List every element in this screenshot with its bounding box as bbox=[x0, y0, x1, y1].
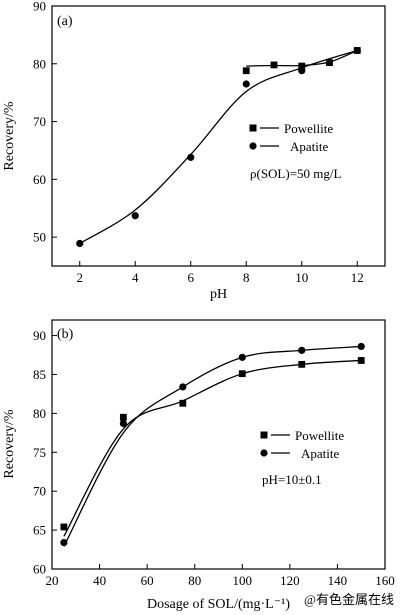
panel-a-apatite-point bbox=[187, 153, 195, 161]
panel-a-x-tick-label: 4 bbox=[132, 270, 139, 285]
panel-a-plot-frame bbox=[51, 5, 386, 267]
panel-a-apatite-point bbox=[242, 80, 250, 88]
panel-b-plot-frame bbox=[51, 319, 386, 570]
panel-b-apatite-point bbox=[119, 419, 127, 428]
panel-b-x-tick-label: 40 bbox=[93, 573, 106, 588]
panel-b-powellite-point bbox=[179, 399, 187, 407]
panel-a-x-tick-label: 8 bbox=[243, 270, 250, 285]
panel-a-legend-square-marker bbox=[249, 124, 257, 132]
panel-b-x-tick-label: 140 bbox=[328, 573, 348, 588]
panel-b-apatite-point bbox=[298, 346, 306, 354]
panel-a-powellite-point bbox=[326, 59, 333, 67]
panel-a-x-tick-label: 2 bbox=[77, 270, 84, 285]
panel-b: 20 40 60 80 100 120 140 160 60 65 70 75 80 85 90 (b) D… bbox=[2, 319, 395, 612]
panel-a-legend-label-1: Powellite bbox=[284, 121, 333, 136]
panel-b-legend-square-marker bbox=[260, 431, 268, 439]
panel-b-y-tick-label: 65 bbox=[33, 523, 46, 538]
panel-a-marks: 2 4 6 8 10 12 50 60 70 80 90 bbox=[33, 0, 364, 285]
panel-a-legend-circle-marker bbox=[249, 142, 257, 150]
panel-a-legend-label-2: Apatite bbox=[290, 139, 328, 154]
panel-b-apatite-point bbox=[60, 538, 68, 547]
panel-a-apatite-point bbox=[131, 212, 139, 220]
panel-b-apatite-point bbox=[357, 342, 365, 351]
panel-a-y-tick-label: 90 bbox=[33, 0, 46, 14]
panel-b-powellite-point bbox=[60, 523, 68, 531]
panel-a-y-axis-title: Recovery/% bbox=[2, 101, 17, 171]
panel-a-legend: Powellite Apatite bbox=[249, 121, 333, 154]
panel-b-x-tick-label: 100 bbox=[233, 573, 253, 588]
panel-a-powellite-point bbox=[242, 67, 250, 75]
panel-a-label: (a) bbox=[57, 14, 73, 29]
panel-b-powellite-point bbox=[298, 360, 306, 368]
panel-b-powellite-point bbox=[357, 357, 365, 364]
panel-b-y-tick-label: 85 bbox=[33, 367, 46, 382]
panel-b-marks: 20 40 60 80 100 120 140 160 60 65 70 75 80 85 90 bbox=[33, 328, 395, 588]
panel-b-y-tick-label: 75 bbox=[33, 445, 46, 460]
panel-a-apatite-point bbox=[76, 239, 84, 248]
panel-b-x-tick-label: 20 bbox=[46, 573, 59, 588]
panel-a-x-tick-label: 12 bbox=[351, 270, 364, 285]
panel-a-x-tick-label: 10 bbox=[295, 270, 308, 285]
panel-b-x-tick-label: 120 bbox=[280, 573, 300, 588]
panel-a-y-tick-label: 50 bbox=[33, 230, 46, 245]
panel-b-x-axis-title: Dosage of SOL/(mg·L⁻¹) bbox=[147, 597, 290, 612]
panel-b-y-tick-label: 90 bbox=[33, 328, 46, 343]
panel-b-x-tick-label: 160 bbox=[375, 573, 395, 588]
panel-b-legend-circle-marker bbox=[260, 449, 268, 457]
panel-a-powellite-point bbox=[298, 62, 306, 70]
watermark: @有色金属在线 bbox=[304, 592, 394, 607]
panel-b-y-tick-label: 70 bbox=[33, 484, 46, 499]
panel-a-y-tick-label: 70 bbox=[33, 114, 46, 129]
panel-a-x-tick-label: 6 bbox=[188, 270, 195, 285]
panel-b-legend-label-2: Apatite bbox=[301, 446, 339, 461]
panel-b-legend-label-1: Powellite bbox=[295, 428, 344, 443]
panel-b-powellite-point bbox=[119, 413, 127, 421]
panel-a-apatite-point bbox=[298, 67, 306, 75]
panel-b-y-axis-title: Recovery/% bbox=[2, 409, 17, 479]
panel-a: 2 4 6 8 10 12 50 60 70 80 90 (a) pH Recovery/% Pow… bbox=[2, 0, 386, 302]
panel-a-apatite-point bbox=[353, 46, 361, 55]
panel-b-powellite-point bbox=[238, 370, 246, 378]
panel-b-y-tick-label: 80 bbox=[33, 406, 46, 421]
panel-a-powellite-point bbox=[270, 61, 278, 69]
panel-b-apatite-point bbox=[238, 353, 246, 361]
panel-b-label: (b) bbox=[57, 327, 74, 342]
panel-b-x-tick-label: 60 bbox=[141, 573, 154, 588]
panel-a-x-axis-title: pH bbox=[210, 287, 227, 302]
panel-b-x-tick-label: 80 bbox=[188, 573, 201, 588]
panel-a-y-tick-label: 60 bbox=[33, 172, 46, 187]
panel-b-apatite-point bbox=[179, 383, 187, 391]
panel-b-annotation: pH=10±0.1 bbox=[262, 472, 322, 487]
panel-b-y-tick-label: 60 bbox=[33, 562, 46, 577]
panel-a-annotation: ρ(SOL)=50 mg/L bbox=[250, 166, 342, 181]
panel-a-y-tick-label: 80 bbox=[33, 56, 46, 71]
panel-b-legend: Powellite Apatite bbox=[260, 428, 344, 461]
